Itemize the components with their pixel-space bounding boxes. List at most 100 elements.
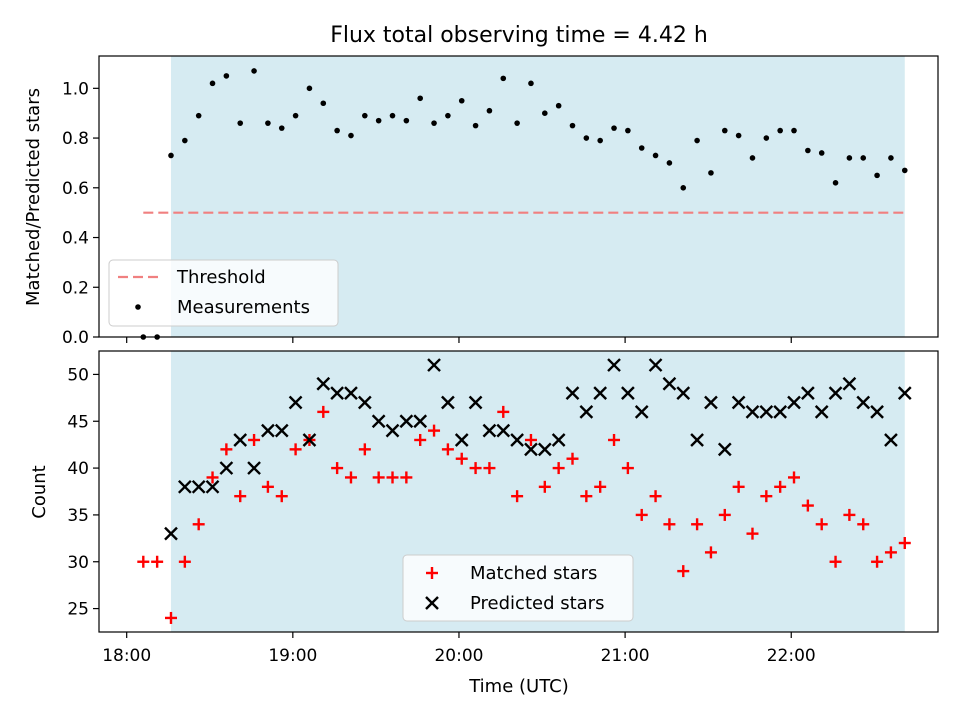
matched-star-point <box>192 518 205 531</box>
matched-star-point <box>608 433 621 446</box>
top-ytick-label: 0.8 <box>62 129 89 149</box>
measurement-point <box>209 80 216 87</box>
predicted-star-point <box>801 386 815 400</box>
matched-star-point <box>248 433 261 446</box>
measurement-point <box>348 132 354 139</box>
count-points <box>137 358 912 624</box>
measurement-point <box>306 85 313 92</box>
measurement-point <box>417 95 424 102</box>
measurement-point <box>805 147 811 154</box>
measurement-point <box>597 137 603 144</box>
matched-star-point <box>372 471 385 484</box>
top-ytick-label: 0.6 <box>62 179 89 199</box>
predicted-star-point <box>496 423 511 438</box>
predicted-star-point <box>177 479 192 494</box>
matched-star-point <box>220 443 233 456</box>
measurement-point <box>555 102 562 109</box>
bottom-ytick-label: 25 <box>67 600 89 620</box>
matched-star-point <box>164 611 177 624</box>
matched-star-point <box>704 546 717 559</box>
predicted-star-point <box>745 405 760 419</box>
predicted-star-point <box>191 479 206 494</box>
top-ytick-label: 0.0 <box>62 328 89 348</box>
predicted-star-point <box>413 414 428 429</box>
top-ytick-label: 0.4 <box>62 229 89 249</box>
measurement-point <box>528 80 534 87</box>
legend-matched-label: Matched stars <box>470 563 597 584</box>
measurement-point <box>320 100 327 107</box>
matched-star-point <box>275 490 288 503</box>
top-legend-box <box>108 259 339 327</box>
measurement-point <box>901 167 908 174</box>
predicted-star-point <box>330 386 344 400</box>
bottom-frame <box>98 350 939 633</box>
bottom-xtick-label: 22:00 <box>767 646 816 666</box>
matched-star-point <box>774 480 787 493</box>
measurement-point <box>431 120 437 126</box>
predicted-star-point <box>551 433 566 447</box>
matched-star-point <box>137 555 150 568</box>
bottom-xtick-label: 19:00 <box>268 646 317 666</box>
predicted-star-point <box>870 405 884 419</box>
matched-star-point <box>732 480 745 493</box>
matched-star-point <box>400 471 413 484</box>
measurement-point <box>334 127 340 134</box>
predicted-star-point <box>399 414 414 429</box>
predicted-star-point <box>787 395 801 410</box>
bottom-legend-box <box>402 554 634 622</box>
measurement-point <box>168 152 174 159</box>
measurement-point <box>763 135 770 141</box>
measurement-point <box>625 127 631 134</box>
matched-star-point <box>760 490 773 503</box>
predicted-star-point <box>288 395 303 410</box>
predicted-star-point <box>897 386 912 400</box>
measurement-point <box>445 112 451 119</box>
matched-star-point <box>511 490 524 503</box>
top-ytick-label: 0.2 <box>62 278 89 298</box>
measurement-point <box>818 150 825 156</box>
measurement-point <box>403 117 410 124</box>
measurement-point <box>846 155 853 161</box>
measurement-point <box>611 125 617 131</box>
predicted-star-point <box>344 386 358 400</box>
predicted-star-point <box>565 386 580 400</box>
measurement-point <box>694 137 700 144</box>
top-ylabel: Matched/Predicted stars <box>23 88 44 306</box>
measurement-point <box>749 155 756 161</box>
measurement-point <box>583 135 590 141</box>
measurement-point <box>375 117 382 124</box>
predicted-star-point <box>773 405 788 419</box>
bottom-ylabel: Count <box>29 465 50 518</box>
predicted-star-point <box>634 405 649 419</box>
measurement-point <box>638 145 645 151</box>
legend-predicted-label: Predicted stars <box>470 593 604 614</box>
bottom-panel: 25 30 35 40 45 50 18:00 19:00 20:00 21:00 22:00 Co… <box>29 350 939 697</box>
predicted-star-point <box>219 461 234 475</box>
matched-star-point <box>718 508 731 521</box>
measurement-point <box>791 127 797 134</box>
predicted-star-point <box>371 414 386 429</box>
matched-star-point <box>788 471 801 484</box>
matched-star-point <box>857 518 870 531</box>
measurement-point <box>182 137 188 144</box>
matched-star-point <box>884 546 897 559</box>
measurement-point <box>251 68 257 74</box>
measurement-point <box>860 155 867 161</box>
matched-star-point <box>428 424 441 437</box>
matched-star-point <box>289 443 302 456</box>
predicted-star-point <box>662 376 677 391</box>
matched-star-point <box>815 518 828 531</box>
bottom-xtick-label: 21:00 <box>601 646 650 666</box>
predicted-star-point <box>205 479 220 494</box>
matched-star-point <box>691 518 704 531</box>
matched-star-point <box>566 452 579 465</box>
predicted-star-point <box>593 386 608 400</box>
matched-star-point <box>871 555 884 568</box>
matched-star-point <box>483 462 496 475</box>
matched-star-point <box>358 443 371 456</box>
measurement-point <box>666 160 673 166</box>
bottom-xlabel: Time (UTC) <box>468 676 569 697</box>
measurement-point <box>514 120 520 126</box>
predicted-star-point <box>247 461 261 475</box>
